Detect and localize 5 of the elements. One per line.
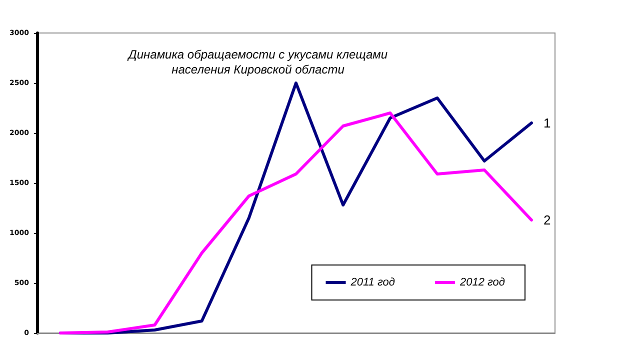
annotation: 2: [543, 212, 551, 228]
text: Динамика обращаемости с укусами клещами населения Кировской области: [126, 48, 388, 76]
legend-label: 2012 год: [458, 276, 506, 288]
annotation: 1: [543, 116, 551, 130]
legend-label: 2011 год: [350, 276, 395, 288]
